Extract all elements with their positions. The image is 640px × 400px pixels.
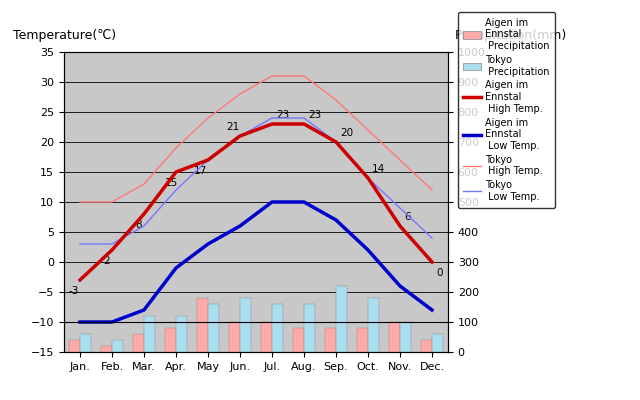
Bar [432, 334, 443, 352]
Text: 15: 15 [165, 178, 178, 188]
Text: 17: 17 [194, 166, 207, 176]
Text: Precipitation(mm): Precipitation(mm) [454, 29, 566, 42]
Bar [229, 322, 240, 352]
Bar [144, 316, 155, 352]
Text: -3: -3 [69, 286, 79, 296]
Bar [357, 328, 368, 352]
Text: 8: 8 [136, 220, 142, 230]
Bar [176, 316, 187, 352]
Bar [304, 304, 315, 352]
Text: 0: 0 [436, 268, 443, 278]
Bar [101, 346, 112, 352]
Text: 20: 20 [340, 128, 353, 138]
Text: 23: 23 [276, 110, 289, 120]
Text: 6: 6 [404, 212, 411, 222]
Bar [80, 334, 92, 352]
Bar [197, 298, 208, 352]
Bar [400, 322, 412, 352]
Legend: Aigen im
Ennstal
 Precipitation, Tokyo
 Precipitation, Aigen im
Ennstal
 High Te: Aigen im Ennstal Precipitation, Tokyo Pr… [458, 12, 555, 208]
Bar [240, 298, 251, 352]
Text: 2: 2 [104, 256, 110, 266]
Bar [272, 304, 283, 352]
Bar [112, 340, 123, 352]
Bar [261, 322, 272, 352]
Text: 21: 21 [226, 122, 239, 132]
Bar [368, 298, 379, 352]
Text: Temperature(℃): Temperature(℃) [13, 29, 116, 42]
Bar [133, 334, 144, 352]
Text: 23: 23 [308, 110, 321, 120]
Bar [421, 340, 432, 352]
Bar [388, 322, 400, 352]
Bar [336, 286, 347, 352]
Text: 14: 14 [372, 164, 385, 174]
Bar [69, 340, 80, 352]
Bar [293, 328, 304, 352]
Bar [165, 328, 176, 352]
Bar [208, 304, 219, 352]
Bar [325, 328, 336, 352]
